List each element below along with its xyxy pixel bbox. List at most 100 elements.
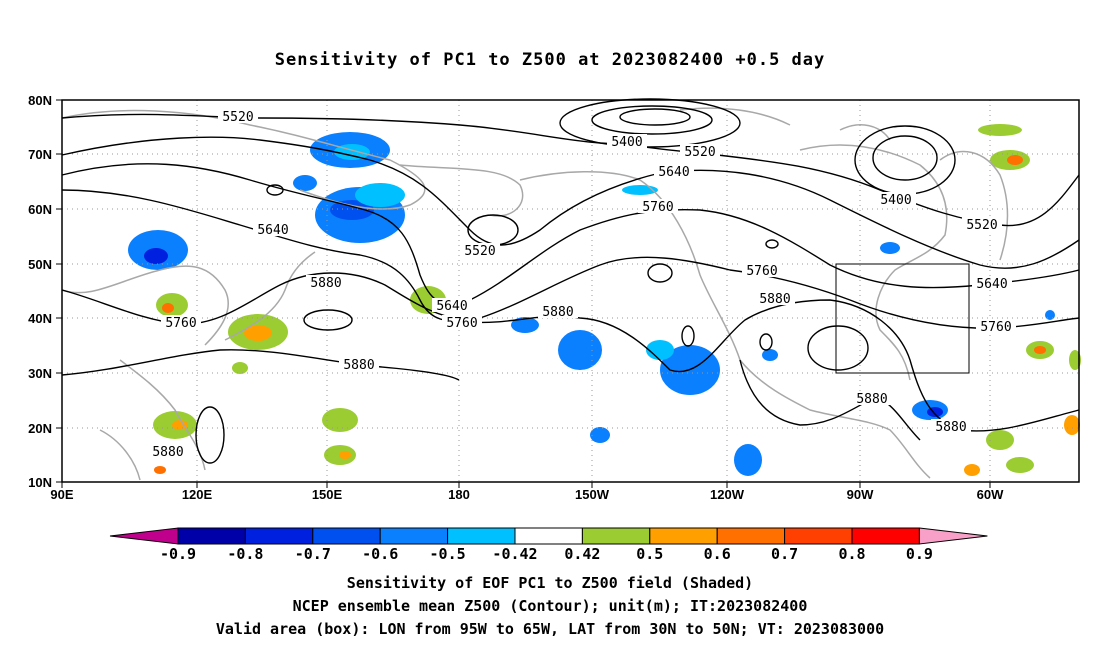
z500-sensitivity-map: 80N 70N 60N 50N 40N 30N 20N 10N 90E 120E… xyxy=(28,93,1081,502)
colorbar-box xyxy=(514,527,583,545)
contour-label: 5880 xyxy=(931,419,971,435)
colorbar-arrow-high xyxy=(918,527,988,545)
longitude-labels: 90E 120E 150E 180 150W 120W 90W 60W xyxy=(50,487,1004,502)
contour-label-text: 5640 xyxy=(436,299,467,314)
colorbar-boxes xyxy=(109,527,988,545)
page-title: Sensitivity of PC1 to Z500 at 2023082400… xyxy=(274,50,826,70)
colorbar-labels: -0.9 -0.8 -0.7 -0.6 -0.5 -0.42 0.42 0.5 0.6 0.7 0.… xyxy=(160,545,933,563)
contour-labels: 5520 5400 5520 5640 5760 5400 5520 5640 5520 5760… xyxy=(148,109,1016,460)
colorbar-box xyxy=(177,527,246,545)
contour-label: 5880 xyxy=(852,391,892,407)
colorbar-box xyxy=(784,527,853,545)
caption-line-3: Valid area (box): LON from 95W to 65W, L… xyxy=(215,620,885,638)
contour-label: 5640 xyxy=(972,276,1012,292)
caption-line-2: NCEP ensemble mean Z500 (Contour); unit(… xyxy=(292,597,808,615)
colorbar-box xyxy=(244,527,314,545)
contour-label-text: 5640 xyxy=(658,165,689,180)
contour-label-text: 5400 xyxy=(880,193,911,208)
lon-label: 90E xyxy=(50,487,73,502)
contour-label: 5400 xyxy=(876,192,916,208)
colorbar-box xyxy=(716,527,786,545)
colorbar-label: -0.9 xyxy=(160,545,196,563)
colorbar-box xyxy=(447,527,516,545)
contour-label-text: 5880 xyxy=(759,292,790,307)
contour-label: 5880 xyxy=(339,357,379,373)
colorbar-label: -0.6 xyxy=(362,545,398,563)
axis-ticks xyxy=(56,99,991,488)
contour-label: 5760 xyxy=(742,263,782,279)
lon-label: 90W xyxy=(847,487,874,502)
lat-label: 80N xyxy=(28,93,52,108)
colorbar-label: -0.42 xyxy=(492,545,537,563)
contour-label-text: 5640 xyxy=(976,277,1007,292)
contour-label-text: 5520 xyxy=(464,244,495,259)
latitude-labels: 80N 70N 60N 50N 40N 30N 20N 10N xyxy=(28,93,52,490)
lat-label: 70N xyxy=(28,147,52,162)
colorbar-box xyxy=(581,527,651,545)
contour-label: 5640 xyxy=(253,222,293,238)
colorbar-label: 0.7 xyxy=(771,545,798,563)
contour-label-text: 5760 xyxy=(980,320,1011,335)
valid-area-box xyxy=(835,263,970,374)
contour-label: 5760 xyxy=(976,319,1016,335)
lon-label: 120E xyxy=(182,487,213,502)
contour-label: 5640 xyxy=(432,298,472,314)
colorbar-box xyxy=(649,527,718,545)
contour-label-text: 5640 xyxy=(257,223,288,238)
colorbar-label: 0.6 xyxy=(704,545,731,563)
contour-label: 5640 xyxy=(654,164,694,180)
contour-label-text: 5880 xyxy=(343,358,374,373)
lat-label: 40N xyxy=(28,311,52,326)
contour-label: 5760 xyxy=(442,315,482,331)
contour-label: 5520 xyxy=(218,109,258,125)
caption-line-1: Sensitivity of EOF PC1 to Z500 field (Sh… xyxy=(346,574,754,592)
coastlines xyxy=(61,107,1009,481)
lat-label: 20N xyxy=(28,421,52,436)
contour-label-text: 5880 xyxy=(856,392,887,407)
colorbar: -0.9 -0.8 -0.7 -0.6 -0.5 -0.42 0.42 0.5 0.6 0.7 0.… xyxy=(109,527,988,563)
contour-label: 5880 xyxy=(755,291,795,307)
contour-label: 5880 xyxy=(538,304,578,320)
lon-label: 120W xyxy=(710,487,745,502)
contour-label-text: 5520 xyxy=(684,145,715,160)
lat-label: 30N xyxy=(28,366,52,381)
colorbar-box xyxy=(312,527,381,545)
colorbar-box xyxy=(851,527,920,545)
graticule xyxy=(62,100,1079,482)
lon-label: 180 xyxy=(448,487,470,502)
contour-label-text: 5400 xyxy=(611,135,642,150)
colorbar-label: 0.8 xyxy=(838,545,865,563)
contour-label-text: 5880 xyxy=(542,305,573,320)
colorbar-label: -0.5 xyxy=(430,545,466,563)
contour-label: 5760 xyxy=(638,199,678,215)
contour-label: 5520 xyxy=(680,144,720,160)
map-frame xyxy=(61,99,1080,483)
contour-label-text: 5880 xyxy=(152,445,183,460)
contour-label-text: 5520 xyxy=(222,110,253,125)
colorbar-arrow-low xyxy=(109,527,179,545)
colorbar-label: 0.9 xyxy=(906,545,933,563)
contour-label-text: 5880 xyxy=(935,420,966,435)
lat-label: 10N xyxy=(28,475,52,490)
contour-label-text: 5760 xyxy=(446,316,477,331)
contour-label-text: 5760 xyxy=(642,200,673,215)
lon-label: 150W xyxy=(575,487,610,502)
contour-label-text: 5520 xyxy=(966,218,997,233)
contour-label-text: 5760 xyxy=(746,264,777,279)
colorbar-label: 0.5 xyxy=(636,545,663,563)
lon-label: 150E xyxy=(312,487,343,502)
contour-label-text: 5760 xyxy=(165,316,196,331)
contour-label: 5520 xyxy=(460,243,500,259)
colorbar-box xyxy=(379,527,449,545)
lat-label: 50N xyxy=(28,257,52,272)
contour-label: 5880 xyxy=(306,275,346,291)
contour-label: 5520 xyxy=(962,217,1002,233)
lon-label: 60W xyxy=(977,487,1004,502)
lat-label: 60N xyxy=(28,202,52,217)
colorbar-label: -0.8 xyxy=(227,545,263,563)
colorbar-label: -0.7 xyxy=(295,545,331,563)
sensitivity-shading xyxy=(128,124,1081,476)
contour-label: 5880 xyxy=(148,444,188,460)
contour-label: 5760 xyxy=(161,315,201,331)
colorbar-label: 0.42 xyxy=(564,545,600,563)
